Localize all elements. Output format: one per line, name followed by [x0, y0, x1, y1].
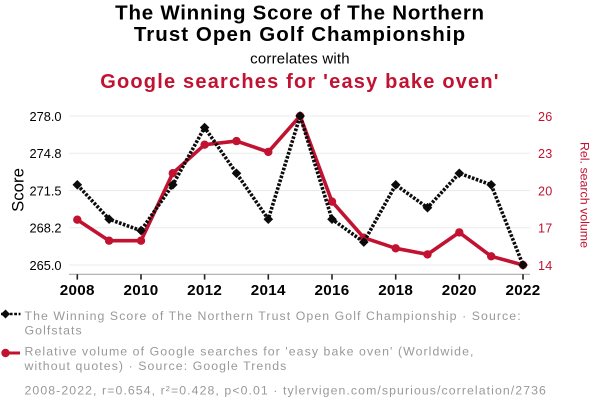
- svg-text:without quotes) · Source: Goog: without quotes) · Source: Google Trends: [24, 359, 288, 373]
- svg-text:2010: 2010: [124, 282, 159, 299]
- svg-text:268.2: 268.2: [29, 221, 61, 236]
- svg-text:20: 20: [538, 184, 553, 198]
- svg-text:2018: 2018: [378, 282, 413, 299]
- svg-text:correlates with: correlates with: [250, 51, 350, 68]
- svg-text:278.0: 278.0: [29, 109, 61, 124]
- svg-text:Rel. search volume: Rel. search volume: [578, 142, 592, 248]
- svg-text:2016: 2016: [315, 282, 350, 299]
- svg-text:2008: 2008: [60, 282, 95, 299]
- svg-text:Relative volume of Google sear: Relative volume of Google searches for '…: [25, 345, 475, 359]
- svg-text:Google searches for 'easy bake: Google searches for 'easy bake oven': [100, 71, 500, 93]
- svg-text:2014: 2014: [251, 282, 286, 299]
- svg-text:2008-2022, r=0.654, r²=0.428,: 2008-2022, r=0.654, r²=0.428, p<0.01 · t…: [25, 384, 547, 398]
- svg-text:17: 17: [538, 222, 553, 236]
- svg-text:271.5: 271.5: [29, 183, 61, 198]
- svg-text:2012: 2012: [187, 282, 222, 299]
- svg-text:23: 23: [538, 147, 553, 161]
- svg-text:2022: 2022: [506, 282, 541, 299]
- svg-text:2020: 2020: [442, 282, 477, 299]
- svg-text:Golfstats: Golfstats: [25, 324, 83, 338]
- svg-text:The Winning Score of The North: The Winning Score of The Northern Trust …: [25, 309, 522, 323]
- svg-text:14: 14: [538, 259, 553, 273]
- svg-text:Score: Score: [8, 168, 27, 212]
- svg-text:274.8: 274.8: [29, 146, 61, 161]
- svg-text:265.0: 265.0: [29, 258, 61, 273]
- svg-text:Trust Open Golf Championship: Trust Open Golf Championship: [134, 23, 466, 46]
- svg-text:The Winning Score of The North: The Winning Score of The Northern: [115, 2, 485, 25]
- svg-text:26: 26: [538, 110, 553, 124]
